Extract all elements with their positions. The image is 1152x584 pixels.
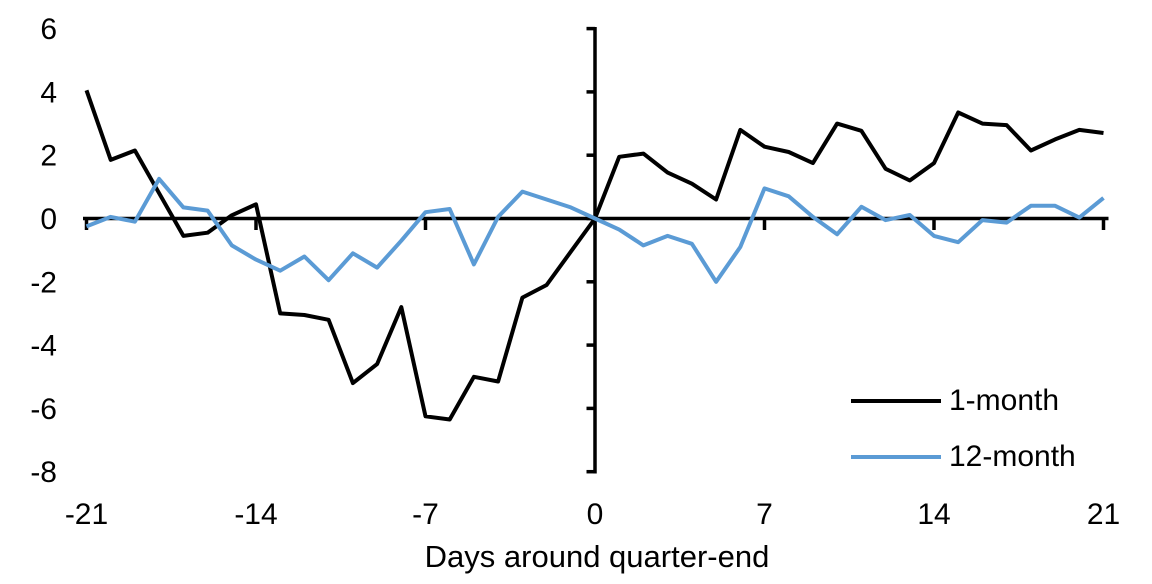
x-tick-label: -21: [65, 498, 108, 531]
x-tick-label: -7: [412, 498, 439, 531]
y-tick-label: 2: [40, 140, 57, 173]
legend: 1-month 12-month: [851, 384, 1076, 473]
legend-label-1-month: 1-month: [949, 383, 1060, 417]
legend-label-12-month: 12-month: [949, 439, 1076, 473]
x-tick-label: 0: [587, 498, 604, 531]
series-12-month-line: [85, 176, 1105, 284]
y-tick-label: 4: [40, 76, 57, 109]
y-tick-label: 0: [40, 203, 57, 236]
y-tick-label: -4: [30, 330, 57, 363]
x-tick-label: -14: [234, 498, 277, 531]
y-tick-label: -6: [30, 393, 57, 426]
y-tick-label: -8: [30, 456, 57, 489]
x-tick-label: 14: [917, 498, 950, 531]
x-tick-label: 21: [1087, 498, 1120, 531]
x-axis-title: Days around quarter-end: [424, 539, 770, 574]
legend-line-sample-12-month: [851, 454, 941, 459]
x-tick-label: 7: [756, 498, 773, 531]
legend-line-sample-1-month: [851, 398, 941, 403]
y-tick-label: -2: [30, 266, 57, 299]
legend-item-12-month: 12-month: [851, 440, 1076, 473]
legend-item-1-month: 1-month: [851, 384, 1076, 417]
y-tick-label: 6: [40, 13, 57, 46]
